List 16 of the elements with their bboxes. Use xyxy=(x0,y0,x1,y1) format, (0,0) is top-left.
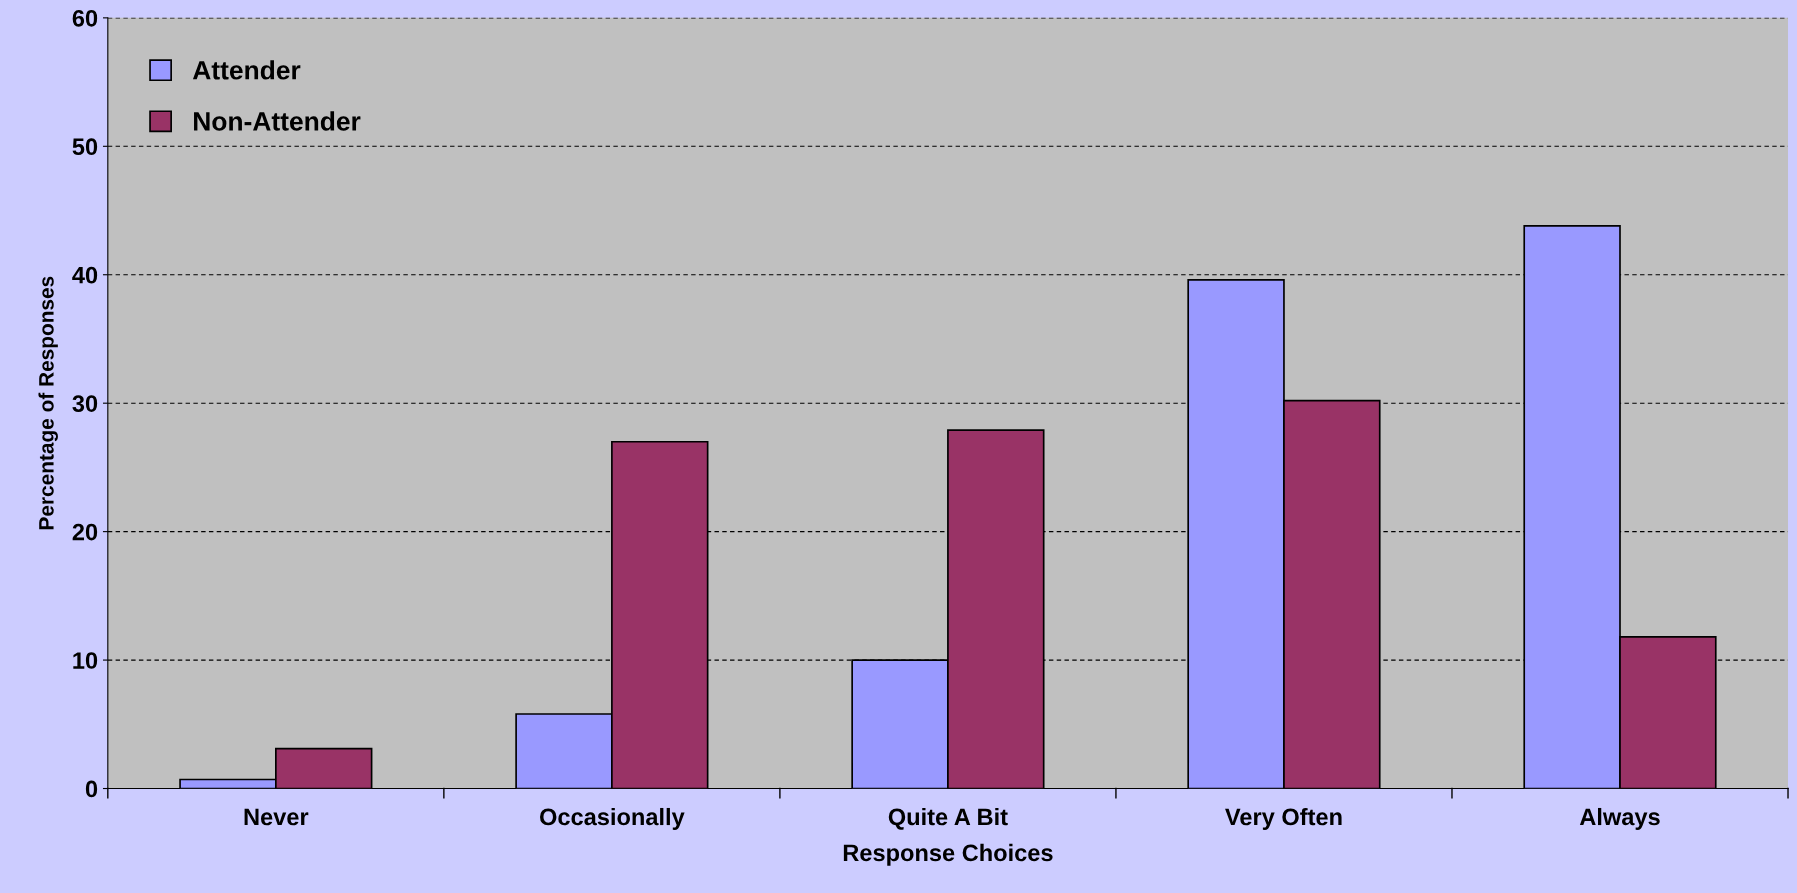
x-tick-label: Very Often xyxy=(1225,807,1342,830)
legend-label: Attender xyxy=(192,60,301,80)
legend-label: Non-Attender xyxy=(194,111,361,131)
y-tick-label: 20 xyxy=(72,523,98,541)
x-tick-label: Never xyxy=(244,808,309,826)
y-tick-label: 30 xyxy=(72,395,98,413)
x-tick-label: Occasionally xyxy=(540,807,685,830)
y-axis-title: Percentage of Responses xyxy=(38,276,58,530)
x-tick-label: Always xyxy=(1579,807,1660,830)
x-tick-label: Quite A Bit xyxy=(888,807,1008,830)
y-tick-label: 60 xyxy=(72,9,98,27)
x-axis-title: Response Choices xyxy=(843,843,1053,866)
y-tick-label: 10 xyxy=(73,652,98,669)
y-tick-label: 0 xyxy=(85,780,98,798)
y-tick-label: 50 xyxy=(72,138,98,156)
y-tick-label: 40 xyxy=(72,266,98,284)
